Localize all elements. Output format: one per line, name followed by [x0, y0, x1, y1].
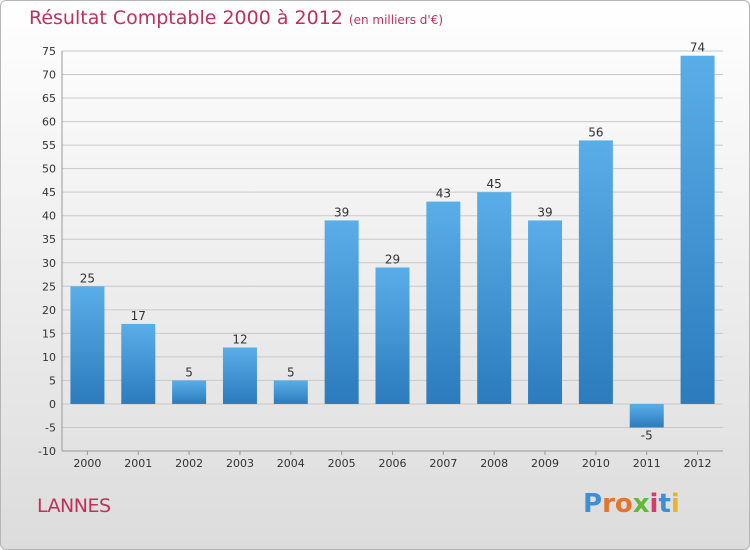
- x-tick-label: 2002: [175, 457, 203, 470]
- y-tick-label: 40: [42, 210, 56, 223]
- bar-2000: [70, 286, 104, 404]
- bar-2011: [630, 404, 664, 428]
- bar-2004: [274, 380, 308, 404]
- bar-2006: [376, 267, 410, 403]
- x-tick-label: 2006: [379, 457, 407, 470]
- data-label: 39: [334, 205, 349, 219]
- y-tick-label: 50: [42, 163, 56, 176]
- x-tick-label: 2011: [633, 457, 661, 470]
- logo-letter: r: [602, 489, 615, 519]
- bar-2008: [477, 192, 511, 404]
- y-tick-label: 45: [42, 186, 56, 199]
- place-name: LANNES: [37, 495, 111, 517]
- x-tick-label: 2009: [531, 457, 559, 470]
- bar-2009: [528, 220, 562, 404]
- logo-letter: P: [583, 489, 602, 519]
- x-tick-label: 2004: [277, 457, 305, 470]
- data-label: 5: [287, 365, 295, 379]
- data-label: 12: [232, 332, 247, 346]
- y-tick-label: 55: [42, 139, 56, 152]
- x-tick-label: 2005: [328, 457, 356, 470]
- y-tick-label: 75: [42, 45, 56, 58]
- data-label: -5: [641, 428, 653, 442]
- bar-2001: [121, 324, 155, 404]
- y-tick-label: -5: [45, 421, 56, 434]
- data-label: 45: [487, 177, 502, 191]
- logo-letter: i: [650, 489, 659, 519]
- x-tick-label: 2003: [226, 457, 254, 470]
- y-tick-label: 70: [42, 69, 56, 82]
- x-tick-label: 2012: [684, 457, 712, 470]
- proxiti-logo: Proxiti: [583, 489, 680, 519]
- logo-letter: t: [658, 489, 670, 519]
- logo-letter: i: [671, 489, 680, 519]
- data-label: 17: [131, 309, 146, 323]
- bar-2012: [681, 56, 715, 404]
- y-tick-label: -10: [38, 445, 56, 458]
- bars: [70, 56, 714, 428]
- data-label: 25: [80, 271, 95, 285]
- y-tick-label: 35: [42, 233, 56, 246]
- y-tick-label: 30: [42, 257, 56, 270]
- x-tick-label: 2000: [73, 457, 101, 470]
- y-tick-label: 65: [42, 92, 56, 105]
- data-label: 39: [537, 205, 552, 219]
- x-tick-label: 2010: [582, 457, 610, 470]
- y-tick-label: 5: [49, 374, 56, 387]
- bar-2003: [223, 347, 257, 403]
- data-label: 56: [588, 125, 603, 139]
- x-tick-label: 2008: [480, 457, 508, 470]
- y-tick-label: 25: [42, 280, 56, 293]
- y-tick-label: 10: [42, 351, 56, 364]
- y-tick-label: 15: [42, 327, 56, 340]
- logo-letter: o: [615, 489, 633, 519]
- data-label: 43: [436, 187, 451, 201]
- logo-letter: x: [633, 489, 650, 519]
- bar-2007: [426, 202, 460, 404]
- data-label: 74: [690, 41, 705, 55]
- data-label: 5: [185, 365, 193, 379]
- x-tick-label: 2001: [124, 457, 152, 470]
- data-label: 29: [385, 252, 400, 266]
- bar-2002: [172, 380, 206, 404]
- bar-2005: [325, 220, 359, 404]
- x-tick-label: 2007: [429, 457, 457, 470]
- y-tick-label: 20: [42, 304, 56, 317]
- y-tick-label: 60: [42, 116, 56, 129]
- bar-2010: [579, 140, 613, 404]
- y-tick-label: 0: [49, 398, 56, 411]
